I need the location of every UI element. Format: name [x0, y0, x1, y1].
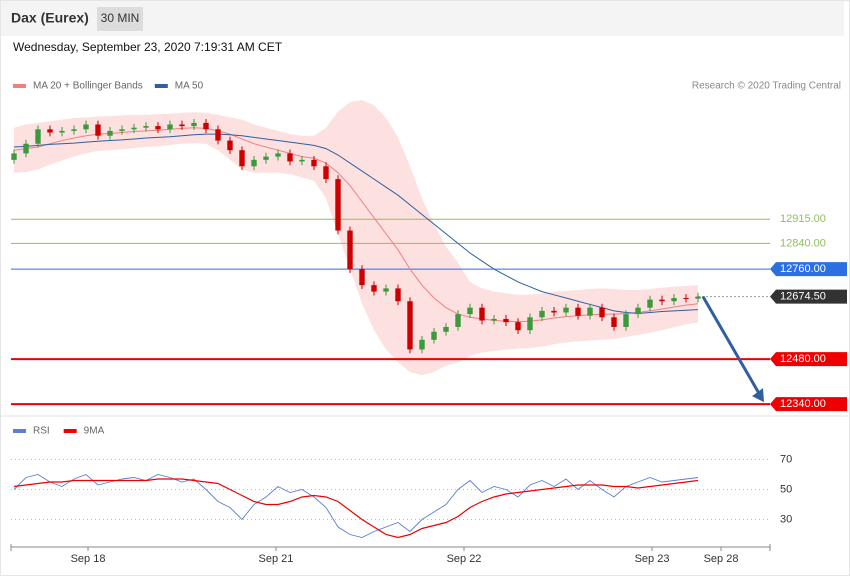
candle-body: [131, 127, 137, 130]
forecast-arrowhead: [752, 388, 764, 403]
x-tick-label: Sep 28: [704, 553, 739, 565]
candle-body: [623, 314, 629, 327]
x-tick-label: Sep 23: [635, 553, 670, 565]
y-tick-label: 70: [780, 453, 792, 465]
candle-body: [683, 298, 689, 300]
moving-average: [13, 127, 699, 323]
legend-label: RSI: [33, 426, 50, 437]
candle-body: [119, 129, 125, 131]
candle-body: [215, 129, 221, 141]
candle-body: [263, 156, 269, 160]
candle-body: [95, 124, 101, 136]
candle-body: [491, 318, 497, 321]
legend-label: MA 20 + Bollinger Bands: [33, 81, 143, 92]
candle-body: [287, 153, 293, 162]
candle-body: [167, 124, 173, 130]
candle-body: [71, 129, 77, 131]
candle-body: [359, 269, 365, 286]
candle-body: [539, 310, 545, 318]
candle-body: [647, 299, 653, 308]
candle-body: [191, 122, 197, 127]
candle-body: [455, 314, 461, 327]
candle-body: [83, 124, 89, 130]
candle-body: [311, 159, 317, 167]
legend-label: 9MA: [84, 426, 105, 437]
level-label: 12340.00: [780, 398, 826, 410]
candle-body: [335, 179, 341, 231]
candle-body: [611, 317, 617, 327]
candle-body: [443, 326, 449, 332]
candle-body: [107, 130, 113, 136]
legend-swatch: [13, 84, 26, 88]
level-label: 12840.00: [780, 237, 826, 249]
y-tick-label: 50: [780, 483, 792, 495]
candle-body: [467, 307, 473, 315]
candle-body: [59, 130, 65, 133]
candle-body: [227, 140, 233, 151]
bollinger-band: [14, 100, 698, 376]
candle-body: [671, 298, 677, 302]
level-badge: [770, 289, 847, 304]
x-tick-label: Sep 22: [447, 553, 482, 565]
candle-body: [479, 307, 485, 321]
interval-button[interactable]: [97, 7, 143, 31]
candle-body: [563, 307, 569, 313]
candle-body: [299, 159, 305, 162]
candle-body: [659, 299, 665, 302]
candle-body: [203, 122, 209, 130]
candle-body: [143, 126, 149, 128]
candle-body: [275, 153, 281, 157]
candle-body: [431, 331, 437, 340]
level-label: 12915.00: [780, 213, 826, 225]
candle-body: [347, 230, 353, 270]
candle-body: [179, 124, 185, 127]
x-tick-label: Sep 21: [259, 553, 294, 565]
candle-body: [503, 318, 509, 323]
candle-body: [323, 166, 329, 180]
timestamp: Wednesday, September 23, 2020 7:19:31 AM…: [13, 40, 283, 54]
candle-body: [395, 288, 401, 302]
level-badge: [770, 352, 847, 367]
candle-body: [551, 310, 557, 313]
y-tick-label: 30: [780, 513, 792, 525]
instrument-title: Dax (Eurex): [11, 10, 89, 26]
candle-body: [23, 143, 29, 154]
candle-body: [155, 126, 161, 130]
candle-body: [635, 307, 641, 315]
level-label: 12674.50: [780, 290, 826, 302]
candle-body: [527, 317, 533, 331]
legend-swatch: [154, 84, 168, 88]
level-badge: [770, 262, 847, 277]
candle-body: [419, 339, 425, 350]
indicator-line: [13, 478, 699, 539]
credit: Research © 2020 Trading Central: [692, 81, 841, 92]
level-label: 12760.00: [780, 263, 826, 275]
candle-body: [47, 129, 53, 133]
candle-body: [11, 153, 17, 160]
candle-body: [575, 307, 581, 316]
interval-label[interactable]: 30 MIN: [101, 11, 140, 25]
moving-average: [13, 133, 699, 314]
candle-body: [371, 285, 377, 292]
candle-body: [35, 129, 41, 144]
candle-body: [515, 322, 521, 331]
legend-swatch: [13, 429, 26, 433]
candle-body: [383, 288, 389, 292]
x-tick-label: Sep 18: [71, 553, 106, 565]
candle-body: [695, 296, 701, 299]
forecast-arrow: [701, 295, 762, 396]
candle-body: [239, 150, 245, 167]
level-label: 12480.00: [780, 353, 826, 365]
candle-body: [251, 159, 257, 167]
candle-body: [599, 307, 605, 318]
candle-body: [587, 307, 593, 316]
legend-label: MA 50: [175, 81, 204, 92]
candle-body: [407, 301, 413, 350]
level-badge: [770, 397, 847, 412]
legend-swatch: [63, 429, 77, 433]
